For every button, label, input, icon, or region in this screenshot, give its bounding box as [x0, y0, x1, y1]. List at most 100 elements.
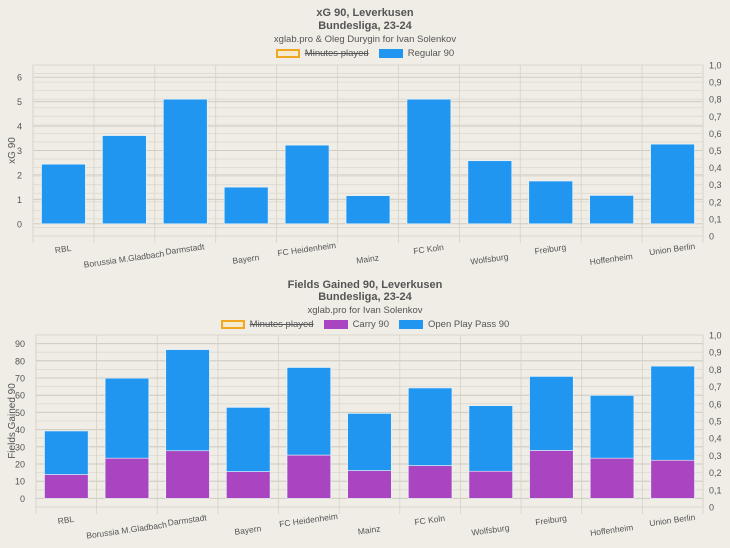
bar-carry-90 — [529, 450, 574, 499]
bar-regular-90 — [589, 195, 634, 225]
y2-tick-label: 0 — [709, 232, 714, 242]
bar-open-play-pass-90 — [408, 387, 453, 466]
y2-tick-label: 0,9 — [709, 348, 722, 358]
bar-carry-90 — [286, 454, 331, 499]
y2-tick-label: 0,2 — [709, 197, 722, 207]
x-tick-label: Borussia M.Gladbach — [86, 519, 168, 540]
x-tick-label: Bayern — [232, 252, 260, 266]
y-tick-label: 90 — [15, 339, 25, 349]
y2-tick-label: 0,8 — [709, 365, 722, 375]
y2-tick-label: 0,4 — [709, 434, 722, 444]
bar-regular-90 — [102, 135, 147, 225]
y-tick-label: 2 — [17, 170, 22, 180]
y-tick-label: 3 — [17, 146, 22, 156]
x-tick-label: FC Koln — [414, 513, 446, 527]
bar-open-play-pass-90 — [589, 395, 635, 459]
legend-label: Regular 90 — [407, 48, 455, 59]
legend-item-minutes-played[interactable]: Minutes played — [275, 48, 369, 59]
x-tick-label: Freiburg — [535, 513, 568, 527]
y-axis-label: xG 90 — [7, 137, 18, 164]
x-tick-label: RBL — [57, 514, 75, 526]
chart-credit: xglab.pro & Oleg Durygin for Ivan Solenk… — [273, 34, 457, 45]
y-axis-label: Fields Gained 90 — [7, 383, 18, 459]
x-tick-label: Union Berlin — [649, 241, 697, 257]
chart-title: xG 90, Leverkusen — [316, 7, 414, 19]
bar-carry-90 — [650, 459, 695, 499]
y2-tick-label: 0,3 — [709, 451, 722, 461]
y-tick-label: 60 — [15, 391, 25, 401]
bar-open-play-pass-90 — [104, 377, 150, 459]
bar-regular-90 — [284, 144, 330, 225]
bar-carry-90 — [104, 457, 150, 499]
y-tick-label: 6 — [17, 73, 22, 83]
x-tick-label: RBL — [54, 243, 72, 255]
y-tick-label: 4 — [17, 122, 22, 132]
legend-swatch — [323, 320, 348, 329]
x-tick-label: FC Heidenheim — [277, 240, 337, 258]
bar-regular-90 — [528, 180, 573, 225]
y2-tick-label: 0,1 — [709, 214, 722, 224]
bar-open-play-pass-90 — [650, 365, 695, 461]
legend-label: Open Play Pass 90 — [428, 319, 510, 330]
y2-tick-label: 0,7 — [709, 112, 722, 122]
chart-subtitle: Bundesliga, 23-24 — [318, 291, 412, 303]
bar-carry-90 — [347, 470, 392, 499]
legend-label: Minutes played — [249, 319, 314, 330]
x-tick-label: Darmstadt — [165, 241, 206, 256]
chart-credit: xglab.pro for Ivan Solenkov — [307, 305, 423, 316]
x-tick-label: Mainz — [356, 252, 380, 265]
legend-swatch — [399, 320, 423, 329]
bar-open-play-pass-90 — [529, 376, 574, 451]
chart-subtitle: Bundesliga, 23-24 — [318, 20, 412, 32]
bar-carry-90 — [44, 474, 89, 499]
bar-carry-90 — [226, 471, 271, 499]
bar-regular-90 — [467, 160, 513, 225]
xg-chart-plot: 0 1 2 3 4 5 6 0 0,1 0,2 0,3 0,4 0,5 0,6 0,7 0,8 0,9 1,0 xG… — [7, 61, 722, 270]
y-tick-label: 20 — [15, 460, 25, 470]
y-tick-label: 0 — [17, 219, 22, 229]
bar-carry-90 — [165, 450, 210, 499]
y-tick-label: 40 — [15, 425, 25, 435]
x-tick-label: FC Heidenheim — [279, 511, 339, 529]
y2-tick-label: 0,3 — [709, 180, 722, 190]
legend-item-regular-90[interactable]: Regular 90 — [378, 48, 455, 59]
y-tick-label: 1 — [17, 195, 22, 205]
y2-tick-label: 0,7 — [709, 382, 722, 392]
x-tick-label: Bayern — [234, 523, 262, 537]
y2-tick-label: 0,2 — [709, 468, 722, 478]
bar-regular-90 — [223, 186, 269, 225]
x-tick-label: Mainz — [357, 523, 381, 536]
bar-carry-90 — [408, 465, 453, 499]
y2-tick-label: 0,6 — [709, 129, 722, 139]
y-tick-label: 5 — [17, 97, 22, 107]
y2-tick-label: 0,5 — [709, 146, 722, 156]
chart-legend: Minutes played Regular 90 — [0, 48, 730, 59]
xg-chart: xG 90, Leverkusen Bundesliga, 23-24 xgla… — [0, 0, 730, 272]
bar-open-play-pass-90 — [468, 405, 513, 472]
bar-carry-90 — [468, 470, 513, 499]
y2-tick-label: 0,1 — [709, 485, 722, 495]
y2-tick-label: 0,4 — [709, 163, 722, 173]
x-tick-label: FC Koln — [413, 242, 445, 256]
y2-tick-label: 0,8 — [709, 95, 722, 105]
y2-tick-label: 1,0 — [709, 61, 722, 71]
legend-swatch — [220, 320, 245, 329]
legend-item-open-play-pass-90[interactable]: Open Play Pass 90 — [399, 319, 509, 330]
x-tick-label: Borussia M.Gladbach — [83, 248, 165, 269]
bar-regular-90 — [345, 195, 391, 225]
legend-item-minutes-played[interactable]: Minutes played — [220, 319, 314, 330]
bar-regular-90 — [41, 163, 86, 225]
y2-tick-label: 0,6 — [709, 399, 722, 409]
y-tick-label: 80 — [15, 356, 25, 366]
chart-title: Fields Gained 90, Leverkusen — [287, 279, 443, 291]
bar-carry-90 — [589, 457, 635, 499]
bar-open-play-pass-90 — [226, 407, 271, 472]
y-tick-label: 0 — [20, 494, 25, 504]
bar-regular-90 — [163, 98, 208, 225]
x-tick-label: Freiburg — [534, 242, 567, 256]
legend-swatch — [378, 49, 403, 58]
legend-item-carry-90[interactable]: Carry 90 — [323, 319, 389, 330]
legend-swatch — [275, 49, 300, 58]
y2-tick-label: 1,0 — [709, 331, 722, 341]
bar-regular-90 — [650, 143, 695, 225]
